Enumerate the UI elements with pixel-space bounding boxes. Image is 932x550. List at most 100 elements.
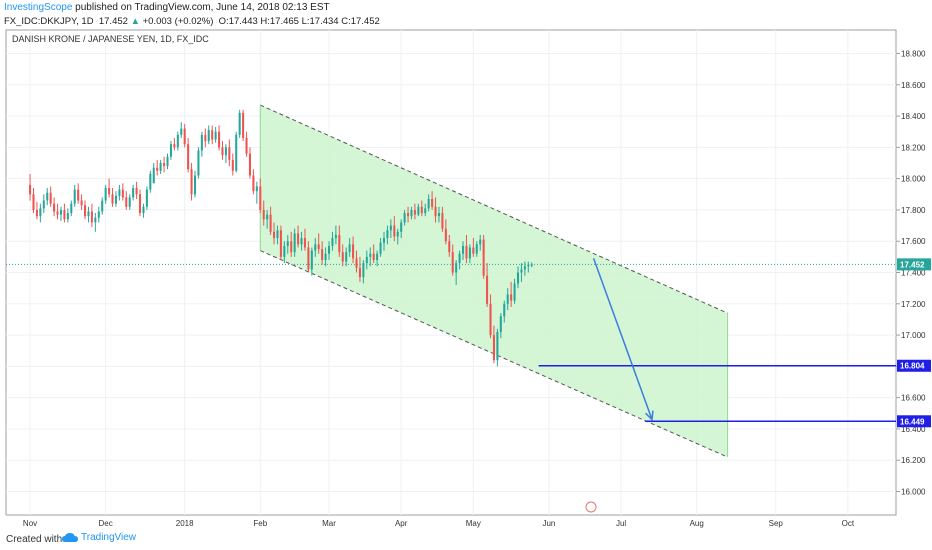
x-tick-label: Aug [690, 519, 704, 528]
price-level-label-box [897, 415, 931, 428]
candle-body [128, 197, 131, 207]
candle-body [341, 252, 344, 262]
price-level-label: 16.449 [900, 417, 925, 426]
candle-body [166, 156, 169, 167]
candle-body [121, 189, 124, 198]
price-level-label: 16.804 [900, 362, 925, 371]
candle-body [135, 188, 138, 195]
candle-body [455, 263, 458, 273]
candle-body [437, 213, 441, 217]
x-tick-label: Feb [253, 519, 267, 528]
x-tick-label: Oct [842, 519, 855, 528]
publish-header: InvestingScope published on TradingView.… [4, 2, 330, 13]
candle-body [420, 206, 423, 214]
y-tick-label: 18.600 [901, 81, 926, 90]
candle-body [496, 331, 499, 361]
candle-body [334, 234, 337, 239]
cloud-icon [62, 532, 78, 542]
y-tick-label: 18.000 [901, 175, 926, 184]
candle-body [132, 188, 135, 198]
candle-body [331, 238, 334, 246]
candle-body [42, 200, 45, 209]
candle-body [114, 195, 117, 204]
candle-body [259, 186, 262, 210]
candle-body [87, 211, 90, 217]
candle-body [59, 209, 63, 215]
candle-body [66, 213, 69, 220]
price-change: +0.003 (+0.02%) [142, 16, 214, 27]
candle-body [431, 198, 434, 207]
event-marker-icon[interactable] [585, 501, 597, 513]
candle-body [149, 173, 152, 190]
candle-body [145, 189, 148, 207]
x-tick-label: Apr [395, 519, 408, 528]
candle-body [108, 188, 111, 195]
candle-body [372, 253, 375, 260]
y-tick-label: 17.200 [901, 300, 926, 309]
candle-body [458, 253, 461, 264]
candle-body [101, 200, 104, 212]
candle-body [393, 225, 396, 237]
y-tick-label: 18.200 [901, 143, 926, 152]
candle-body [283, 245, 286, 257]
candle-body [403, 213, 406, 223]
candle-body [266, 214, 269, 220]
candle-body [424, 208, 427, 214]
price-chart[interactable]: 16.00016.20016.40016.60016.80017.00017.2… [0, 0, 932, 530]
y-tick-label: 17.600 [901, 237, 926, 246]
candle-body [527, 264, 530, 267]
candle-body [238, 112, 241, 135]
forecast-arrowhead [645, 410, 654, 422]
candle-body [49, 192, 52, 204]
candle-body [400, 222, 403, 232]
candle-body [193, 175, 197, 195]
candle-body [389, 225, 392, 231]
candle-body [444, 228, 447, 242]
candle-body [56, 211, 59, 215]
x-tick-label: May [466, 519, 481, 528]
up-arrow-icon: ▲ [130, 16, 140, 27]
candle-body [32, 194, 35, 210]
candle-body [475, 244, 478, 254]
candle-body [314, 244, 317, 251]
ohlc-readout: O:17.443 H:17.465 L:17.434 C:17.452 [218, 16, 380, 27]
candle-body [293, 233, 296, 253]
candle-body [321, 249, 324, 260]
forecast-arrow-line [592, 258, 653, 420]
candle-body [324, 253, 327, 260]
candle-body [355, 258, 358, 268]
candle-body [77, 189, 80, 201]
candle-body [53, 203, 56, 212]
y-tick-label: 16.400 [901, 425, 926, 434]
y-tick-label: 16.000 [901, 488, 926, 497]
tradingview-brand[interactable]: TradingView [62, 532, 136, 543]
x-tick-label: Jul [616, 519, 626, 528]
candle-body [211, 130, 214, 140]
candle-body [427, 198, 430, 209]
author-link[interactable]: InvestingScope [4, 2, 73, 13]
candle-body [169, 144, 172, 157]
candle-body [499, 316, 502, 332]
candle-body [111, 194, 114, 204]
candle-body [180, 128, 183, 135]
candle-body [200, 134, 203, 151]
candle-body [187, 144, 190, 170]
candle-body [307, 247, 310, 270]
candle-body [338, 234, 341, 253]
candle-body [503, 303, 506, 317]
candle-body [413, 209, 416, 215]
candle-body [382, 238, 386, 243]
candle-body [163, 162, 166, 167]
candle-body [152, 167, 155, 184]
candle-body [125, 197, 128, 207]
candle-body [297, 233, 300, 245]
candle-body [252, 175, 255, 192]
candle-body [369, 253, 372, 257]
y-tick-label: 17.800 [901, 206, 926, 215]
candle-body [523, 266, 526, 270]
candle-body [303, 238, 306, 248]
candle-body [465, 245, 468, 259]
x-tick-label: Sep [769, 519, 784, 528]
candle-body [80, 200, 83, 206]
candle-body [214, 131, 217, 140]
